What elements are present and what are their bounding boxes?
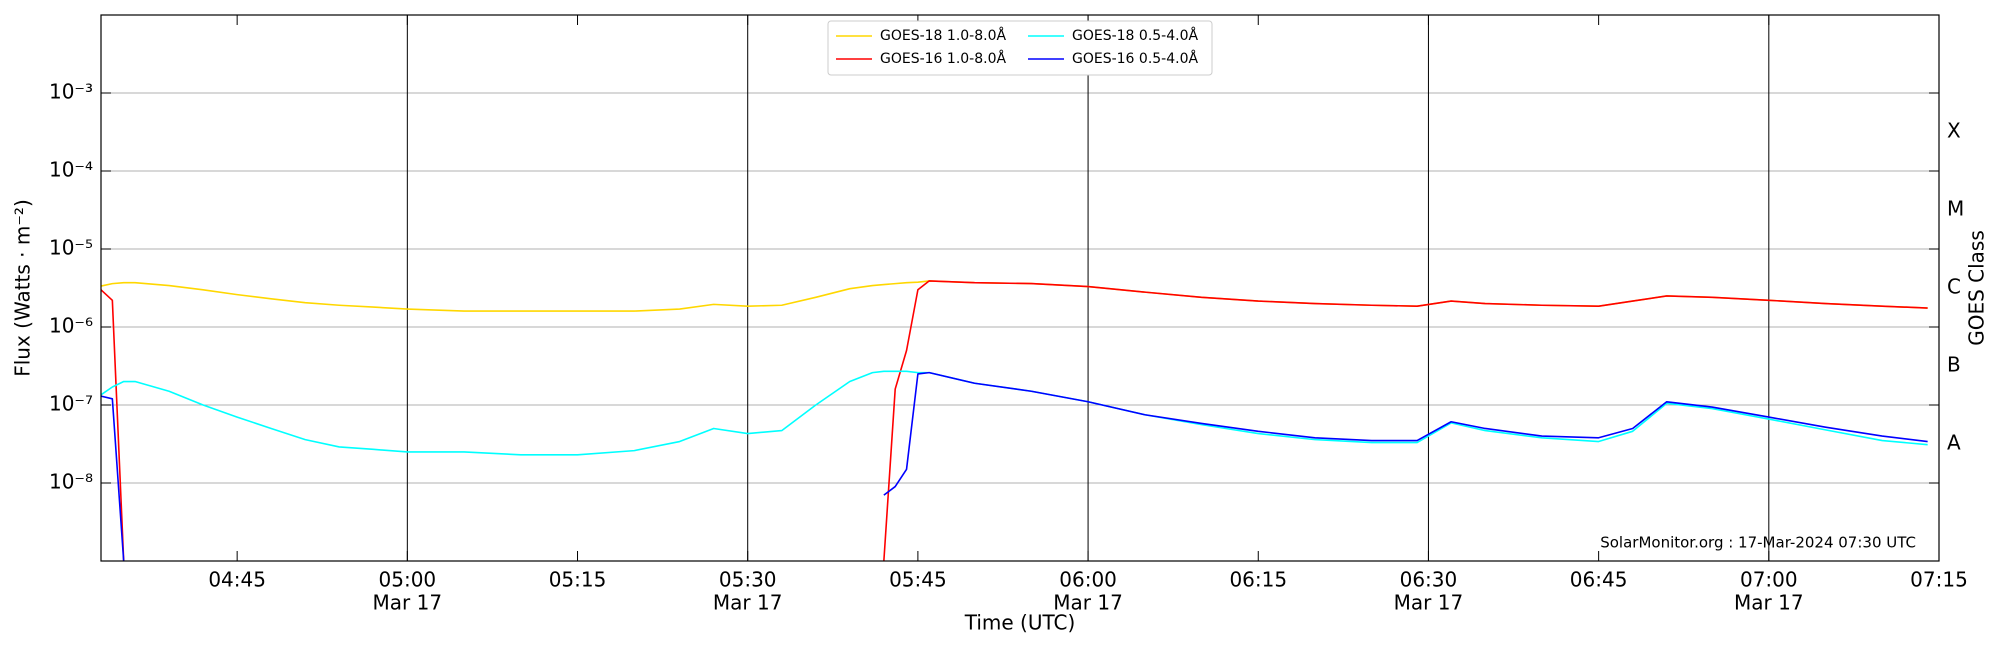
y2-axis-label: GOES Class bbox=[1965, 230, 1989, 346]
class-label: B bbox=[1947, 353, 1961, 377]
series-line bbox=[100, 371, 1928, 562]
x-tick-date: Mar 17 bbox=[1734, 591, 1804, 615]
annotation: SolarMonitor.org : 17-Mar-2024 07:30 UTC bbox=[1600, 534, 1916, 552]
series-line bbox=[100, 280, 1928, 562]
x-tick-label: 05:30 bbox=[719, 568, 777, 592]
plot-frame bbox=[100, 14, 1940, 562]
x-tick-label: 04:45 bbox=[208, 568, 266, 592]
y-tick-label: 10⁻⁶ bbox=[49, 314, 93, 338]
legend-box bbox=[827, 20, 1213, 76]
class-label: A bbox=[1947, 431, 1961, 455]
x-tick-date: Mar 17 bbox=[713, 591, 783, 615]
x-tick-label: 05:15 bbox=[549, 568, 607, 592]
y-axis-label: Flux (Watts · m⁻²) bbox=[11, 199, 35, 377]
x-tick-label: 07:15 bbox=[1910, 568, 1968, 592]
class-label: C bbox=[1947, 275, 1961, 299]
legend-label: GOES-16 0.5-4.0Å bbox=[1072, 50, 1198, 67]
x-tick-label: 06:00 bbox=[1059, 568, 1117, 592]
y-tick-label: 10⁻⁴ bbox=[49, 158, 93, 182]
x-axis-label: Time (UTC) bbox=[964, 611, 1076, 635]
legend-label: GOES-16 1.0-8.0Å bbox=[880, 50, 1006, 67]
x-tick-label: 06:45 bbox=[1570, 568, 1628, 592]
y-tick-label: 10⁻³ bbox=[49, 80, 93, 104]
y-tick-label: 10⁻⁵ bbox=[49, 236, 93, 260]
y-tick-label: 10⁻⁷ bbox=[49, 392, 93, 416]
x-tick-date: Mar 17 bbox=[1394, 591, 1464, 615]
x-tick-label: 06:30 bbox=[1400, 568, 1458, 592]
legend-label: GOES-18 0.5-4.0Å bbox=[1072, 27, 1198, 44]
x-tick-label: 06:15 bbox=[1229, 568, 1287, 592]
class-label: X bbox=[1947, 119, 1961, 143]
x-tick-label: 07:00 bbox=[1740, 568, 1798, 592]
legend-label: GOES-18 1.0-8.0Å bbox=[880, 27, 1006, 44]
series-line bbox=[100, 370, 1928, 456]
x-tick-label: 05:45 bbox=[889, 568, 947, 592]
x-tick-label: 05:00 bbox=[379, 568, 437, 592]
x-tick-date: Mar 17 bbox=[373, 591, 443, 615]
class-label: M bbox=[1947, 197, 1964, 221]
x-tick-date: Mar 17 bbox=[1053, 591, 1123, 615]
series-line bbox=[100, 280, 1928, 312]
y-tick-label: 10⁻⁸ bbox=[49, 470, 93, 494]
